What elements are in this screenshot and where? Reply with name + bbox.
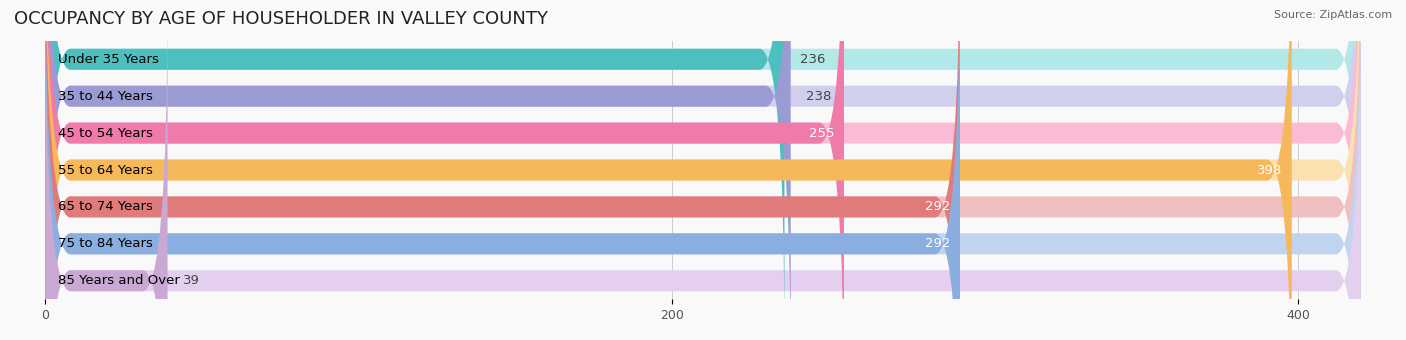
FancyBboxPatch shape: [45, 0, 1361, 340]
Text: Source: ZipAtlas.com: Source: ZipAtlas.com: [1274, 10, 1392, 20]
FancyBboxPatch shape: [45, 0, 1361, 340]
FancyBboxPatch shape: [45, 0, 1361, 340]
FancyBboxPatch shape: [45, 0, 1361, 340]
Text: 35 to 44 Years: 35 to 44 Years: [58, 90, 153, 103]
Text: 39: 39: [183, 274, 200, 287]
FancyBboxPatch shape: [45, 0, 960, 340]
Text: 236: 236: [800, 53, 825, 66]
FancyBboxPatch shape: [45, 0, 1361, 340]
Text: 85 Years and Over: 85 Years and Over: [58, 274, 180, 287]
Text: 238: 238: [807, 90, 832, 103]
Text: OCCUPANCY BY AGE OF HOUSEHOLDER IN VALLEY COUNTY: OCCUPANCY BY AGE OF HOUSEHOLDER IN VALLE…: [14, 10, 548, 28]
Text: 65 to 74 Years: 65 to 74 Years: [58, 200, 153, 214]
Text: Under 35 Years: Under 35 Years: [58, 53, 159, 66]
Text: 45 to 54 Years: 45 to 54 Years: [58, 126, 153, 140]
Text: 75 to 84 Years: 75 to 84 Years: [58, 237, 153, 250]
FancyBboxPatch shape: [45, 0, 1361, 340]
FancyBboxPatch shape: [45, 0, 1361, 340]
Text: 398: 398: [1257, 164, 1282, 176]
FancyBboxPatch shape: [45, 0, 167, 340]
FancyBboxPatch shape: [45, 0, 790, 340]
Text: 55 to 64 Years: 55 to 64 Years: [58, 164, 153, 176]
FancyBboxPatch shape: [45, 0, 960, 340]
FancyBboxPatch shape: [45, 0, 1292, 340]
FancyBboxPatch shape: [45, 0, 785, 340]
FancyBboxPatch shape: [45, 0, 844, 340]
Text: 292: 292: [925, 200, 950, 214]
Text: 292: 292: [925, 237, 950, 250]
Text: 255: 255: [808, 126, 835, 140]
